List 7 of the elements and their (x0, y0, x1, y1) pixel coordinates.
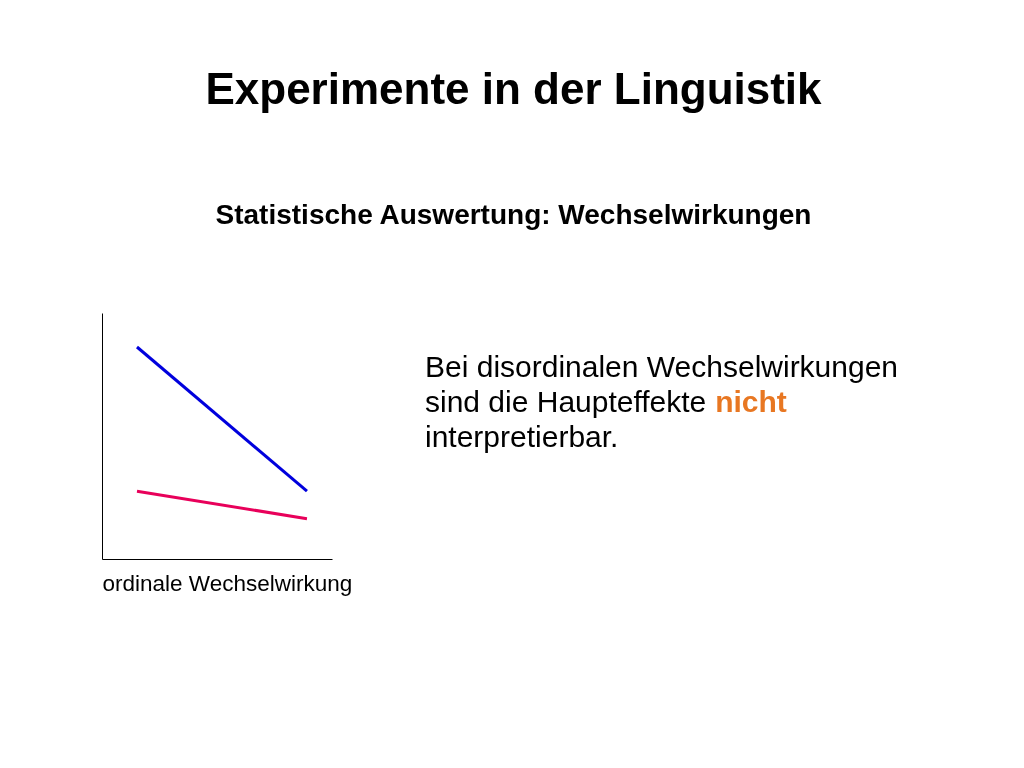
text: Experimente in der Linguistik (205, 64, 823, 113)
text: Statistische Auswertung: Wechselwirkungen (215, 199, 812, 230)
x-axis-title: ordinale Wechselwirkung (102, 570, 353, 596)
text: interpretierbar. (425, 419, 619, 453)
text: sind die Haupteffekte (425, 384, 707, 418)
text: Bei disordinalen Wechselwirkungen (425, 349, 899, 383)
text: nicht (715, 384, 787, 418)
